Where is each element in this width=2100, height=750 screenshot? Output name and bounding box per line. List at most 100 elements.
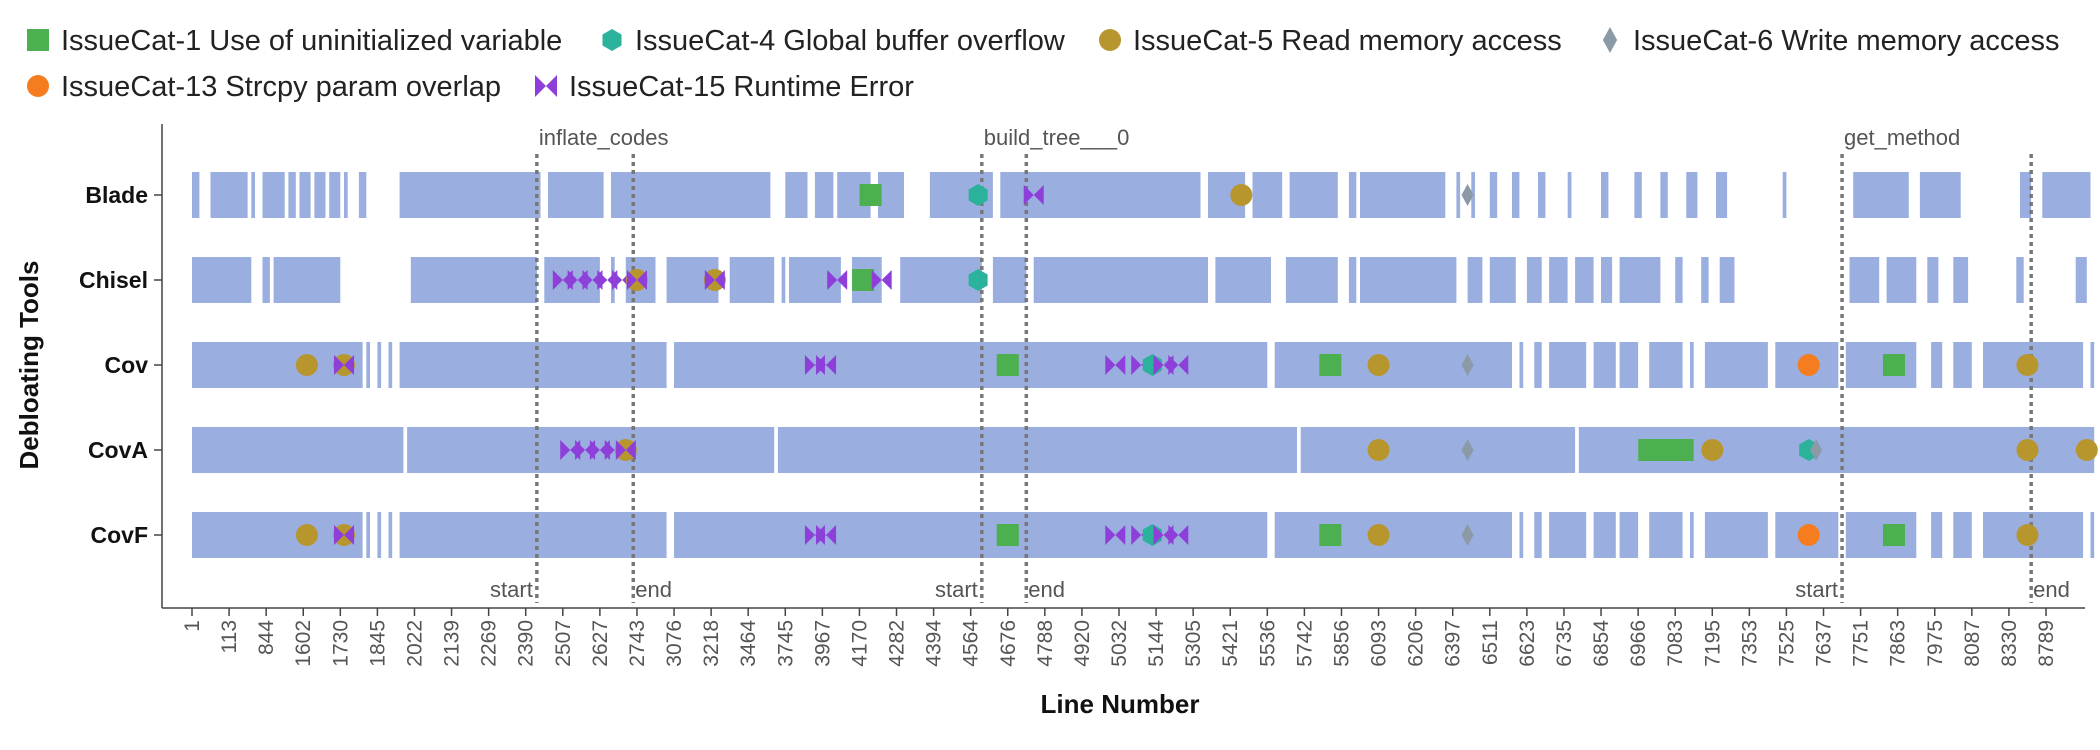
legend-label-5: IssueCat-15 Runtime Error [569, 71, 914, 103]
x-tick-label: 3076 [663, 620, 686, 667]
coverage-bar-blade [611, 172, 771, 218]
coverage-bar-covf [1931, 512, 1943, 558]
coverage-bar-chisel [1215, 257, 1271, 303]
coverage-bar-cov [1534, 342, 1542, 388]
issue-point-blade-cat1 [859, 184, 882, 206]
coverage-bar-blade [358, 172, 367, 218]
coverage-bar-covf [377, 512, 382, 558]
coverage-bar-blade [814, 172, 834, 218]
coverage-bar-chisel [992, 257, 1027, 303]
issue-point-chisel-cat15 [827, 270, 848, 290]
issue-point-blade-cat5 [1230, 184, 1253, 206]
end-label-0: end [635, 577, 672, 602]
end-label-2: end [2033, 577, 2070, 602]
coverage-bar-cov [1690, 342, 1694, 388]
x-tick-label: 2627 [589, 620, 612, 667]
x-tick-label: 8087 [1961, 620, 1984, 667]
legend-label-0: IssueCat-1 Use of uninitialized variable [61, 25, 562, 57]
coverage-bar-blade [251, 172, 255, 218]
coverage-bar-blade [1567, 172, 1572, 218]
coverage-bar-blade [1252, 172, 1283, 218]
x-tick-label: 4282 [886, 620, 909, 667]
x-tick-label: 3745 [774, 620, 797, 667]
issue-markers [295, 184, 2098, 546]
coverage-bar-blade [878, 172, 904, 218]
coverage-bar-blade [1919, 172, 1961, 218]
x-tick-label: 2139 [441, 620, 464, 667]
coverage-bar-cov [1519, 342, 1524, 388]
function-name-0: inflate_codes [539, 125, 669, 150]
x-tick-label: 4788 [1034, 620, 1057, 667]
x-tick-label: 1730 [329, 620, 352, 667]
legend-label-1: IssueCat-4 Global buffer overflow [635, 25, 1066, 57]
x-tick-label: 6623 [1516, 620, 1539, 667]
coverage-bar-covf [1845, 512, 1917, 558]
coverage-bar-cova [777, 427, 1297, 473]
issue-point-cov-cat15 [1105, 355, 1126, 375]
x-tick-label: 4170 [848, 620, 871, 667]
start-label-0: start [490, 577, 533, 602]
x-tick-label: 5742 [1293, 620, 1316, 667]
x-tick-label: 7751 [1850, 620, 1873, 667]
coverage-bar-chisel [1927, 257, 1939, 303]
coverage-bar-chisel [1348, 257, 1357, 303]
row-label-cov: Cov [105, 352, 149, 378]
coverage-bar-cov [1931, 342, 1943, 388]
start-label-1: start [935, 577, 978, 602]
issue-point-cova-cat5 [1701, 439, 1724, 461]
start-label-2: start [1795, 577, 1838, 602]
coverage-bar-cova [1300, 427, 1576, 473]
coverage-bar-blade [785, 172, 808, 218]
coverage-bar-cov [377, 342, 382, 388]
coverage-bar-cov [399, 342, 667, 388]
coverage-bar-blade [1660, 172, 1668, 218]
issue-point-covf-cat5 [2016, 524, 2039, 546]
x-tick-label: 113 [218, 620, 241, 653]
coverage-bar-chisel [1886, 257, 1917, 303]
x-tick-label: 4676 [997, 620, 1020, 667]
x-tick-label: 4394 [923, 620, 946, 667]
row-label-blade: Blade [85, 182, 148, 208]
issue-point-covf-cat13 [1797, 524, 1820, 546]
coverage-bar-covf [399, 512, 667, 558]
x-tick-label: 8789 [2035, 620, 2058, 667]
x-tick-label: 6511 [1479, 620, 1502, 665]
coverage-bar-cov [388, 342, 393, 388]
coverage-bar-chisel [2075, 257, 2087, 303]
x-tick-label: 2022 [404, 620, 427, 667]
issue-point-covf-cat15 [816, 525, 837, 545]
issue-point-covf-cat1 [996, 524, 1019, 546]
coverage-bar-cov [1549, 342, 1587, 388]
coverage-bar-covf [1619, 512, 1639, 558]
issue-point-cov-cat1 [1882, 354, 1905, 376]
issue-point-chisel-cat15 [871, 270, 892, 290]
legend-label-2: IssueCat-5 Read memory access [1133, 25, 1562, 57]
x-tick-label: 5536 [1256, 620, 1279, 667]
coverage-bar-chisel [1719, 257, 1735, 303]
issue-point-cov-cat15 [1168, 355, 1189, 375]
coverage-bar-blade [2020, 172, 2032, 218]
coverage-bar-cov [1845, 342, 1917, 388]
x-tick-label: 7353 [1738, 620, 1761, 667]
coverage-bar-chisel [1953, 257, 1969, 303]
issue-point-cova-cat1 [1638, 439, 1661, 461]
legend-marker-2 [1099, 29, 1121, 51]
issue-point-covf-cat1 [1882, 524, 1905, 546]
x-axis-title: Line Number [1041, 689, 1200, 719]
coverage-bar-covf [1519, 512, 1524, 558]
x-tick-label: 3967 [811, 620, 834, 667]
coverage-bar-covf [1593, 512, 1616, 558]
issue-point-cov-cat5 [2016, 354, 2039, 376]
issue-point-blade-cat15 [1023, 185, 1044, 205]
coverage-bar-chisel [1489, 257, 1516, 303]
legend-label-3: IssueCat-6 Write memory access [1633, 25, 2060, 57]
coverage-bar-chisel [1033, 257, 1208, 303]
coverage-bar-chisel [1619, 257, 1661, 303]
coverage-bar-blade [2042, 172, 2091, 218]
coverage-bar-blade [210, 172, 248, 218]
issue-point-covf-cat15 [334, 525, 355, 545]
x-tick-label: 7525 [1775, 620, 1798, 667]
coverage-bar-chisel [1467, 257, 1483, 303]
legend-marker-0 [27, 29, 49, 51]
